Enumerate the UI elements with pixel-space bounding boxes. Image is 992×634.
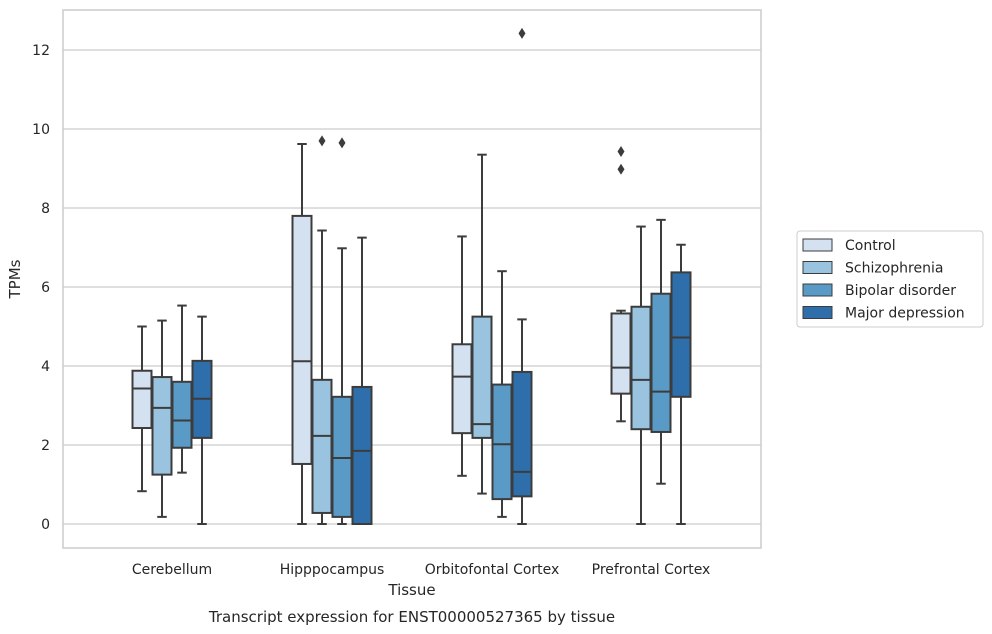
y-axis-label: TPMs [6,259,24,299]
box-0-1 [151,319,173,518]
box-body [331,395,353,518]
legend: Control Schizophrenia Bipolar disorder Majo… [796,230,984,328]
box-2-3 [511,27,533,525]
y-tick-label: 12 [32,43,50,59]
plot-area-background [63,10,761,548]
y-tick-label: 0 [41,517,50,533]
box-0-3 [191,315,213,525]
legend-frame [796,230,984,328]
legend-label: Bipolar disorder [845,283,956,299]
box-2-1 [471,153,493,495]
chart-caption: Transcript expression for ENST0000052736… [208,608,615,626]
box-1-0 [291,143,313,525]
outlier-point [518,27,526,39]
x-tick-label: Orbitofontal Cortex [425,562,560,578]
box-0-0 [131,325,153,493]
box-1-2 [331,137,353,525]
box-body [151,376,173,476]
box-body [630,305,652,431]
y-tick-label: 6 [41,280,50,296]
x-tick-labels: Cerebellum Hipppocampus Orbitofontal Corte… [132,562,710,578]
box-body [311,378,333,514]
box-body [291,214,313,465]
box-body [491,383,513,501]
x-tick-label: Hipppocampus [280,562,385,578]
outlier-point [318,135,326,147]
box-1-3 [351,236,373,525]
legend-label: Major depression [845,306,965,322]
y-tick-label: 4 [41,359,50,375]
legend-label: Control [845,238,896,254]
boxes [131,27,692,525]
box-body [131,369,153,430]
y-tick-label: 8 [41,201,50,217]
box-2-0 [451,235,473,477]
x-tick-label: Cerebellum [132,562,212,578]
box-body [451,343,473,435]
y-tick-label: 2 [41,438,50,454]
box-body [650,292,672,433]
plot-area-frame [62,9,762,549]
y-tick-label: 10 [32,122,50,138]
y-tick-labels: 0 2 4 6 8 10 12 [32,43,50,533]
outlier-point [338,137,346,149]
box-body [670,271,692,398]
outlier-point [617,163,625,175]
legend-label: Schizophrenia [845,261,943,277]
box-body [610,312,632,395]
box-body [171,380,193,449]
box-3-3 [670,243,692,525]
box-body [471,315,493,439]
box-0-2 [171,304,193,474]
x-tick-label: Prefrontal Cortex [592,562,711,578]
box-body [511,370,533,498]
legend-swatch [802,238,833,252]
outlier-point [617,146,625,158]
legend-swatch [802,283,833,297]
box-body [351,385,373,525]
x-axis-label: Tissue [387,581,435,599]
legend-swatch [802,306,833,319]
legend-swatch [802,261,833,274]
